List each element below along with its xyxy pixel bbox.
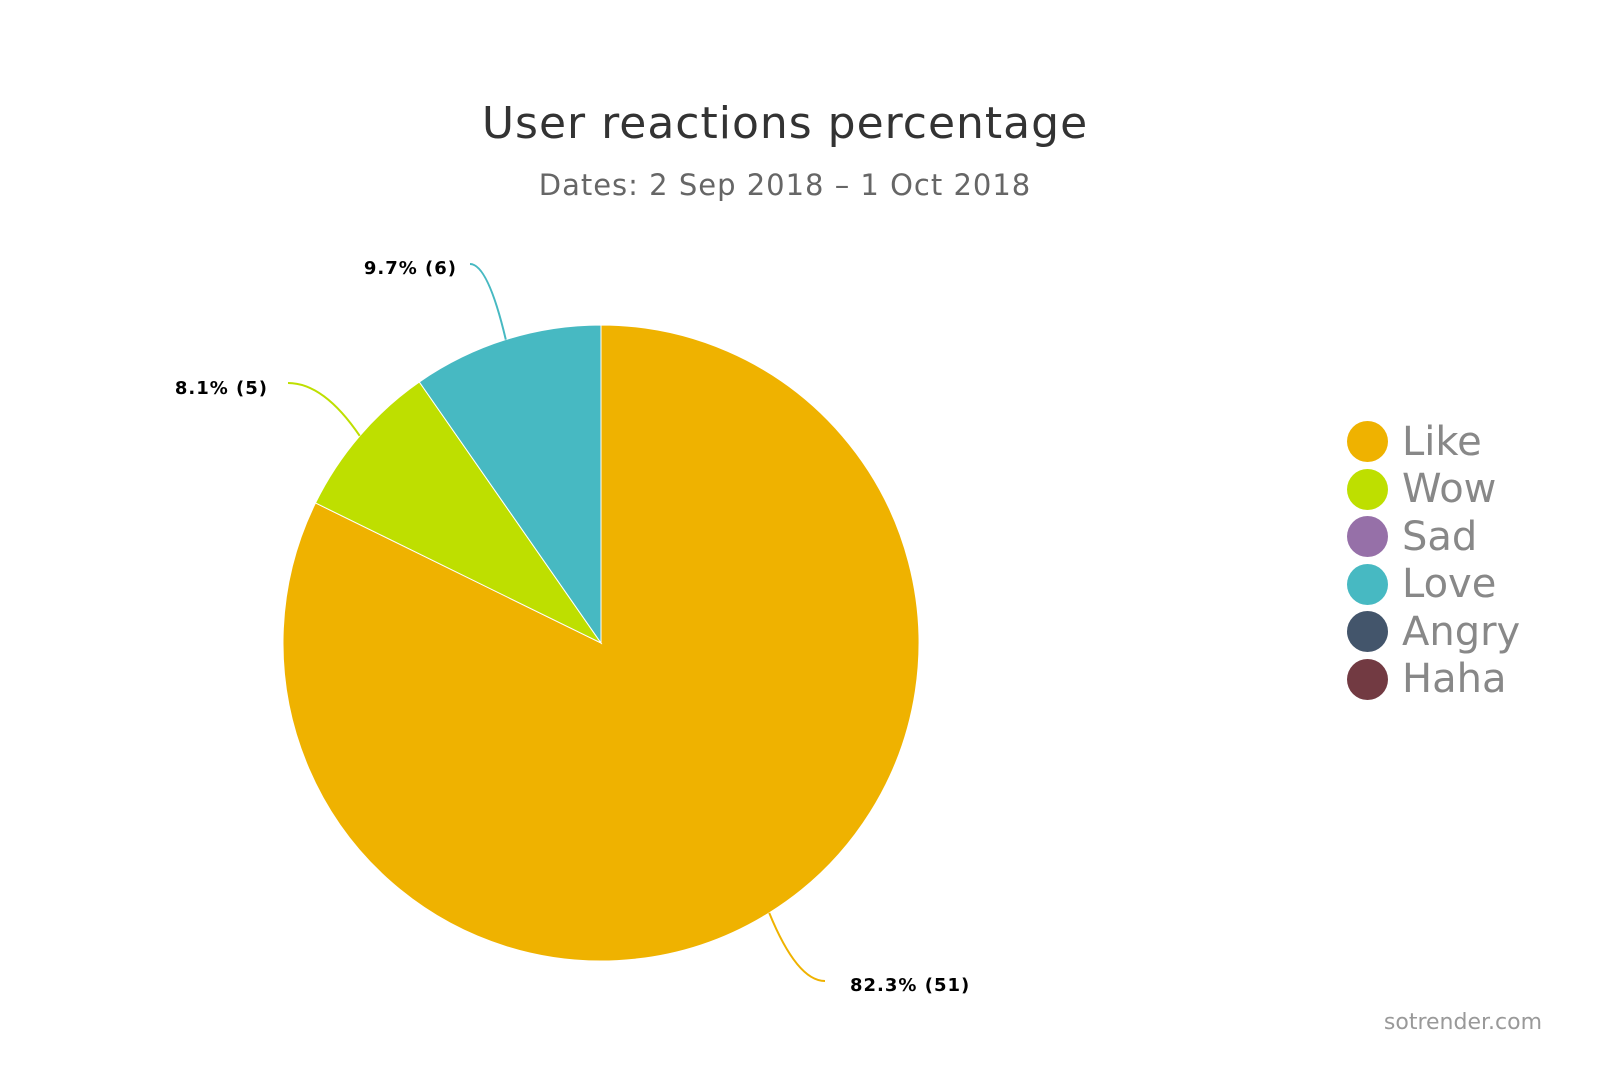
legend-swatch-icon xyxy=(1347,516,1388,558)
legend-label: Love xyxy=(1402,561,1497,608)
legend-item-love[interactable]: Love xyxy=(1347,561,1520,609)
legend-item-haha[interactable]: Haha xyxy=(1347,656,1520,704)
data-label-love: 9.7% (6) xyxy=(364,258,457,279)
credit-text: sotrender.com xyxy=(1383,1010,1542,1035)
chart-title: User reactions percentage xyxy=(481,98,1089,149)
leader-line-like xyxy=(768,912,826,982)
legend-label: Wow xyxy=(1402,466,1497,513)
legend-item-like[interactable]: Like xyxy=(1347,418,1520,466)
legend-label: Haha xyxy=(1402,656,1507,703)
legend-label: Angry xyxy=(1402,608,1521,655)
pie-slice-wow[interactable] xyxy=(314,381,603,645)
legend-swatch-icon xyxy=(1347,563,1388,605)
legend-item-angry[interactable]: Angry xyxy=(1347,608,1520,656)
leader-line-love xyxy=(469,263,507,340)
legend-swatch-icon xyxy=(1347,658,1388,700)
data-label-wow: 8.1% (5) xyxy=(175,378,268,399)
legend-label: Like xyxy=(1402,418,1482,465)
legend-item-wow[interactable]: Wow xyxy=(1347,466,1520,514)
data-label-like: 82.3% (51) xyxy=(850,975,970,996)
legend-swatch-icon xyxy=(1347,421,1388,463)
pie-slice-like[interactable] xyxy=(282,324,920,962)
leader-line-wow xyxy=(287,382,361,437)
legend-swatch-icon xyxy=(1347,468,1388,510)
legend-item-sad[interactable]: Sad xyxy=(1347,513,1520,561)
chart-subtitle: Dates: 2 Sep 2018 – 1 Oct 2018 xyxy=(538,168,1032,202)
legend: Like Wow Sad Love Angry Haha xyxy=(1347,418,1520,703)
legend-swatch-icon xyxy=(1347,611,1388,653)
legend-label: Sad xyxy=(1402,513,1478,560)
